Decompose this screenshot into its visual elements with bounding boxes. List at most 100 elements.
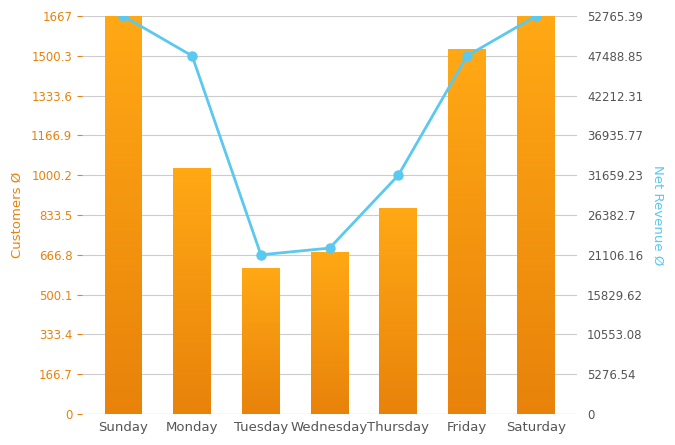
Bar — [448, 202, 486, 206]
Bar — [242, 393, 280, 395]
Bar — [448, 352, 486, 356]
Bar — [105, 24, 142, 28]
Bar — [173, 259, 211, 262]
Bar — [242, 366, 280, 368]
Bar — [448, 363, 486, 367]
Bar — [105, 370, 142, 374]
Bar — [448, 253, 486, 257]
Bar — [242, 312, 280, 313]
Bar — [310, 360, 348, 362]
Bar — [173, 210, 211, 212]
Bar — [173, 335, 211, 338]
Bar — [242, 307, 280, 309]
Bar — [173, 232, 211, 235]
Bar — [379, 207, 417, 210]
Bar — [173, 340, 211, 343]
Bar — [173, 178, 211, 180]
Bar — [517, 334, 555, 338]
Bar — [448, 213, 486, 217]
Bar — [173, 412, 211, 414]
Bar — [448, 49, 486, 53]
Bar — [448, 410, 486, 414]
Bar — [173, 392, 211, 394]
Bar — [310, 273, 348, 275]
Bar — [379, 400, 417, 401]
Bar — [517, 295, 555, 299]
Bar — [105, 128, 142, 131]
Bar — [242, 376, 280, 377]
Bar — [173, 215, 211, 217]
Bar — [105, 175, 142, 179]
Bar — [379, 317, 417, 319]
Bar — [448, 271, 486, 275]
Bar — [517, 56, 555, 60]
Bar — [105, 410, 142, 414]
Bar — [448, 180, 486, 184]
Bar — [242, 271, 280, 273]
Bar — [517, 16, 555, 20]
Bar — [242, 324, 280, 325]
Bar — [173, 303, 211, 306]
Bar — [105, 199, 142, 203]
Bar — [448, 144, 486, 147]
Bar — [242, 296, 280, 297]
Bar — [379, 360, 417, 362]
Bar — [105, 48, 142, 52]
Bar — [448, 330, 486, 334]
Bar — [310, 281, 348, 283]
Bar — [173, 193, 211, 195]
Bar — [448, 359, 486, 363]
Bar — [448, 268, 486, 271]
Bar — [105, 20, 142, 24]
Bar — [310, 316, 348, 318]
Bar — [173, 348, 211, 350]
Bar — [379, 352, 417, 354]
Bar — [242, 360, 280, 361]
Bar — [242, 398, 280, 399]
Bar — [448, 293, 486, 297]
Bar — [310, 291, 348, 292]
Bar — [242, 303, 280, 305]
Bar — [242, 405, 280, 407]
Bar — [379, 344, 417, 346]
Bar — [379, 288, 417, 290]
Bar — [105, 92, 142, 96]
Bar — [242, 313, 280, 315]
Bar — [105, 354, 142, 358]
Bar — [379, 332, 417, 333]
Bar — [517, 52, 555, 56]
Bar — [173, 338, 211, 340]
Bar — [448, 348, 486, 352]
Bar — [173, 230, 211, 232]
Bar — [517, 116, 555, 120]
Bar — [379, 263, 417, 265]
Bar — [310, 315, 348, 316]
Bar — [448, 125, 486, 129]
Bar — [105, 211, 142, 215]
Bar — [242, 305, 280, 306]
Bar — [242, 363, 280, 364]
Bar — [517, 131, 555, 135]
Bar — [173, 318, 211, 320]
Bar — [173, 375, 211, 377]
Bar — [310, 396, 348, 398]
Bar — [310, 258, 348, 260]
Bar — [517, 36, 555, 40]
Bar — [105, 358, 142, 362]
Bar — [173, 202, 211, 205]
Bar — [173, 360, 211, 362]
Bar — [242, 372, 280, 373]
Bar — [173, 343, 211, 345]
Bar — [173, 308, 211, 311]
Bar — [242, 309, 280, 311]
Bar — [379, 243, 417, 245]
Bar — [517, 171, 555, 175]
Bar — [448, 78, 486, 82]
Bar — [379, 333, 417, 336]
Bar — [310, 270, 348, 271]
Bar — [448, 111, 486, 114]
Bar — [448, 210, 486, 213]
Bar — [517, 128, 555, 131]
Bar — [173, 220, 211, 222]
Bar — [310, 346, 348, 348]
